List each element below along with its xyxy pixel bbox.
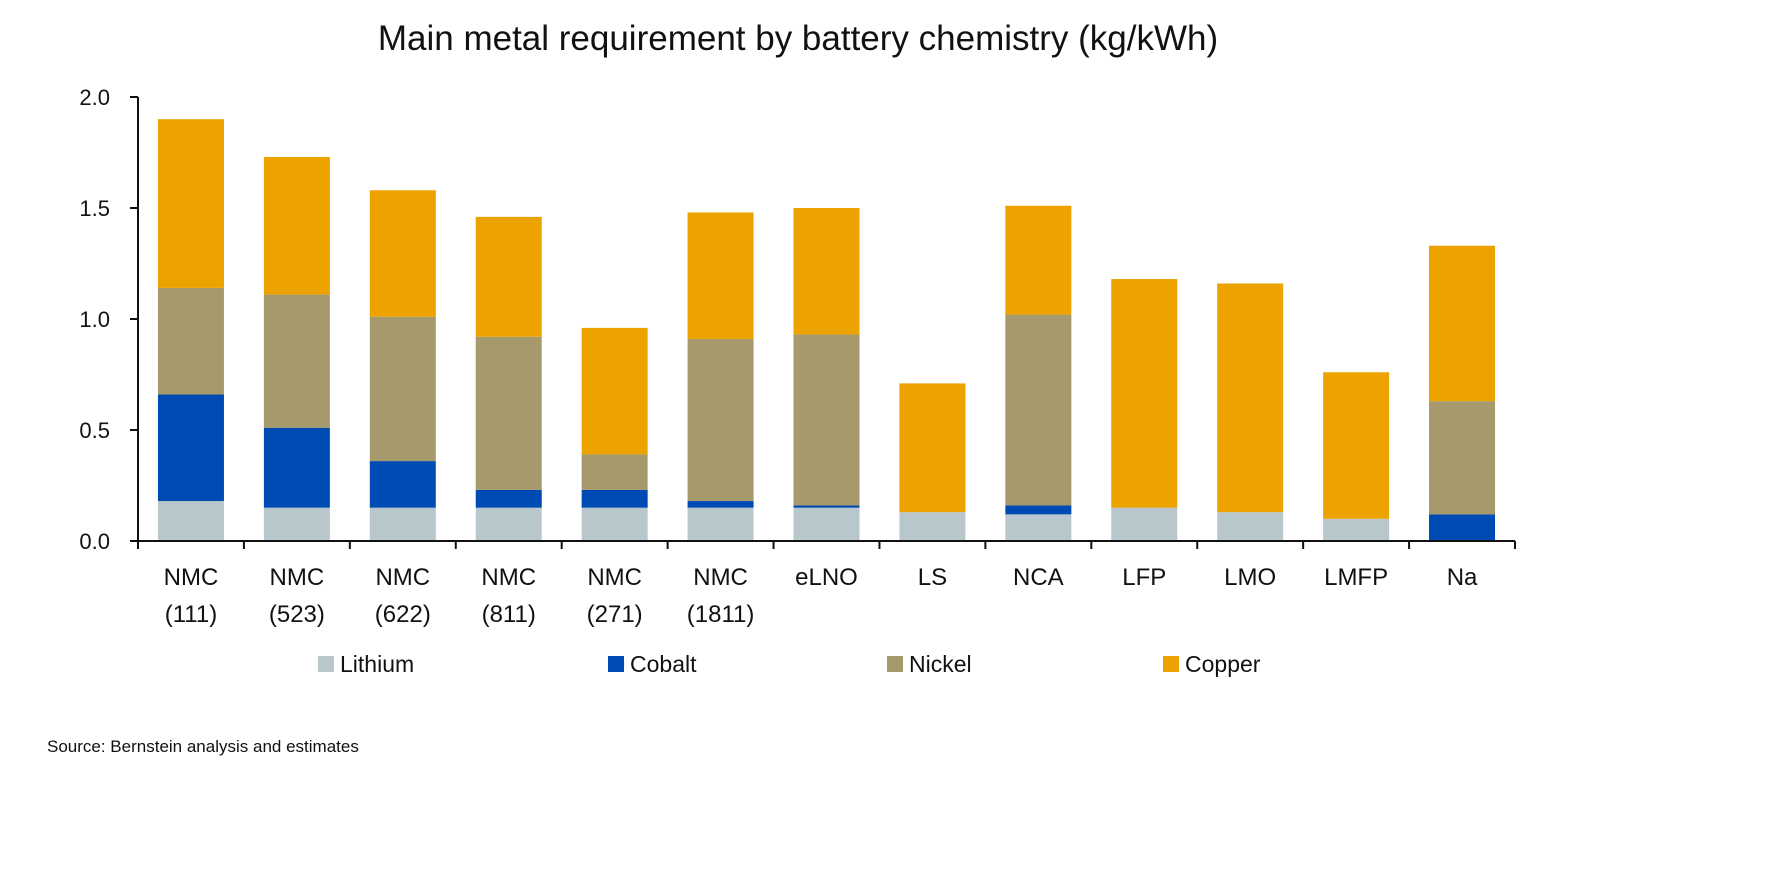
bar-segment-cobalt: [581, 489, 648, 508]
bar-segment-lithium: [1323, 518, 1390, 541]
x-tick-label: (811): [482, 601, 536, 628]
x-tick-label: NMC: [375, 564, 430, 591]
bar-segment-cobalt: [475, 489, 542, 508]
source-note: Source: Bernstein analysis and estimates: [47, 737, 359, 756]
bar-segment-nickel: [157, 287, 224, 395]
bar-segment-copper: [793, 208, 860, 335]
x-tick-label: LMFP: [1324, 564, 1388, 591]
bar-segment-lithium: [1217, 512, 1284, 541]
x-tick-label: NMC: [270, 564, 325, 591]
bar-segment-lithium: [157, 501, 224, 541]
bar-segment-copper: [475, 216, 542, 337]
x-tick-label: (271): [587, 601, 643, 628]
bar-segment-lithium: [581, 507, 648, 541]
x-tick-label: (523): [269, 601, 325, 628]
legend-swatch-nickel: [887, 656, 903, 672]
x-tick-label: LFP: [1122, 564, 1166, 591]
x-tick-label: Na: [1447, 564, 1478, 591]
y-tick-label: 1.0: [79, 307, 110, 332]
bar-segment-lithium: [1111, 507, 1178, 541]
bar-segment-cobalt: [263, 427, 330, 508]
bar-segment-cobalt: [1005, 505, 1072, 515]
bar-segment-copper: [157, 119, 224, 288]
legend-label: Cobalt: [630, 651, 697, 677]
bar-segment-nickel: [475, 336, 542, 490]
bar-segment-copper: [687, 212, 754, 339]
bar-segment-lithium: [1005, 514, 1072, 541]
bar-segment-cobalt: [157, 394, 224, 502]
bar-segment-copper: [1005, 205, 1072, 315]
chart-title: Main metal requirement by battery chemis…: [378, 19, 1218, 58]
legend-label: Copper: [1185, 651, 1261, 677]
bar-segment-copper: [1217, 283, 1284, 513]
x-tick-label: (1811): [687, 601, 755, 628]
x-tick-label: LS: [918, 564, 947, 591]
x-tick-label: NMC: [587, 564, 642, 591]
bar-segment-lithium: [475, 507, 542, 541]
bar-segment-nickel: [263, 294, 330, 428]
bar-segment-cobalt: [687, 501, 754, 508]
bar-segment-lithium: [687, 507, 754, 541]
legend-swatch-cobalt: [608, 656, 624, 672]
bar-segment-cobalt: [369, 461, 436, 508]
bar-segment-nickel: [581, 454, 648, 490]
bar-segment-copper: [1429, 245, 1496, 402]
bar-segment-nickel: [793, 334, 860, 506]
bar-segment-copper: [369, 190, 436, 317]
x-tick-label: (622): [375, 601, 431, 628]
x-tick-label: NMC: [481, 564, 536, 591]
x-tick-label: eLNO: [795, 564, 858, 591]
legend-label: Nickel: [909, 651, 972, 677]
bar-segment-cobalt: [1429, 514, 1496, 541]
bar-segment-lithium: [263, 507, 330, 541]
bar-segment-copper: [1323, 372, 1390, 519]
bar-segment-lithium: [369, 507, 436, 541]
bar-segment-nickel: [1005, 314, 1072, 506]
x-tick-label: NCA: [1013, 564, 1064, 591]
legend-swatch-copper: [1163, 656, 1179, 672]
bar-segment-nickel: [687, 338, 754, 502]
legend-label: Lithium: [340, 651, 414, 677]
bar-segment-cobalt: [793, 505, 860, 508]
bar-segment-copper: [1111, 279, 1178, 508]
bar-segment-copper: [581, 327, 648, 455]
y-tick-label: 1.5: [79, 196, 110, 221]
bar-segment-lithium: [793, 507, 860, 541]
legend-swatch-lithium: [318, 656, 334, 672]
bar-segment-lithium: [899, 512, 966, 541]
y-tick-label: 0.5: [79, 418, 110, 443]
y-tick-label: 2.0: [79, 85, 110, 110]
y-tick-label: 0.0: [79, 529, 110, 554]
bar-segment-copper: [899, 383, 966, 513]
x-tick-label: LMO: [1224, 564, 1276, 591]
x-tick-label: NMC: [693, 564, 748, 591]
bar-segment-copper: [263, 156, 330, 295]
bar-segment-nickel: [369, 316, 436, 462]
x-tick-label: (111): [165, 601, 217, 628]
x-tick-label: NMC: [164, 564, 219, 591]
bar-segment-nickel: [1429, 401, 1496, 515]
